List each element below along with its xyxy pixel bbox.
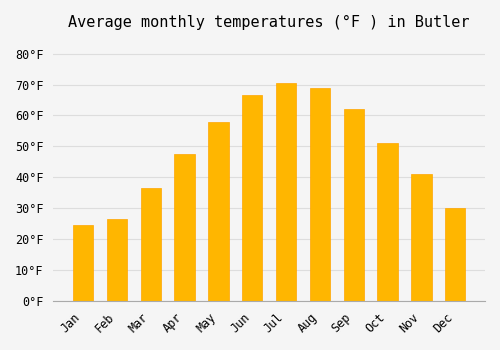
Bar: [276, 83, 296, 301]
Bar: [208, 121, 229, 301]
Bar: [445, 208, 466, 301]
Bar: [411, 174, 432, 301]
Title: Average monthly temperatures (°F ) in Butler: Average monthly temperatures (°F ) in Bu…: [68, 15, 470, 30]
Bar: [140, 188, 161, 301]
Bar: [174, 154, 195, 301]
Bar: [378, 143, 398, 301]
Bar: [73, 225, 93, 301]
Bar: [106, 219, 127, 301]
Bar: [310, 88, 330, 301]
Bar: [344, 109, 364, 301]
Bar: [242, 95, 262, 301]
